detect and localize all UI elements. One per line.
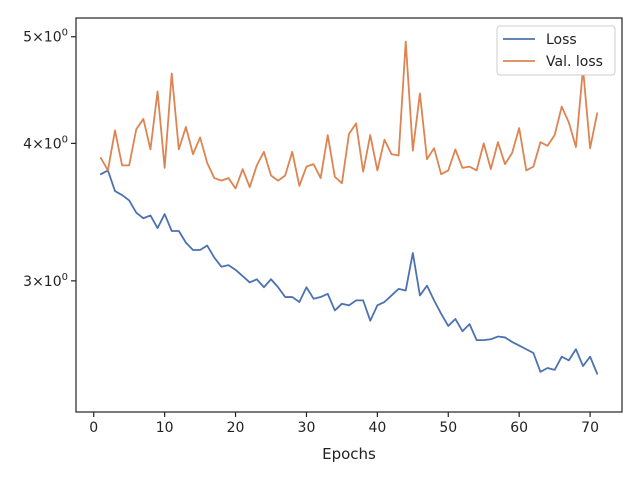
plot-area <box>75 17 623 413</box>
x-tick-label: 30 <box>298 420 316 436</box>
legend-label-val-loss: Val. loss <box>546 54 603 70</box>
x-tick-label: 70 <box>581 420 599 436</box>
x-tick-label: 50 <box>439 420 457 436</box>
series-line-loss <box>99 169 599 375</box>
x-tick-label: 10 <box>156 420 174 436</box>
legend: Loss Val. loss <box>496 25 616 76</box>
y-tick-label: 5×100 <box>23 28 68 46</box>
y-tick-label: 4×100 <box>23 134 68 152</box>
x-tick-label: 40 <box>368 420 386 436</box>
y-tick-label: 3×100 <box>23 272 68 290</box>
x-tick-label: 0 <box>89 420 98 436</box>
x-axis-title: Epochs <box>322 445 376 463</box>
x-axis: 0 10 20 30 40 50 60 70 <box>89 412 599 436</box>
x-tick-label: 60 <box>510 420 528 436</box>
y-axis: 3×100 4×100 5×100 <box>23 28 76 290</box>
legend-label-loss: Loss <box>546 32 577 48</box>
series-layer <box>99 40 599 375</box>
x-tick-label: 20 <box>227 420 245 436</box>
series-line-val-loss <box>99 40 599 190</box>
